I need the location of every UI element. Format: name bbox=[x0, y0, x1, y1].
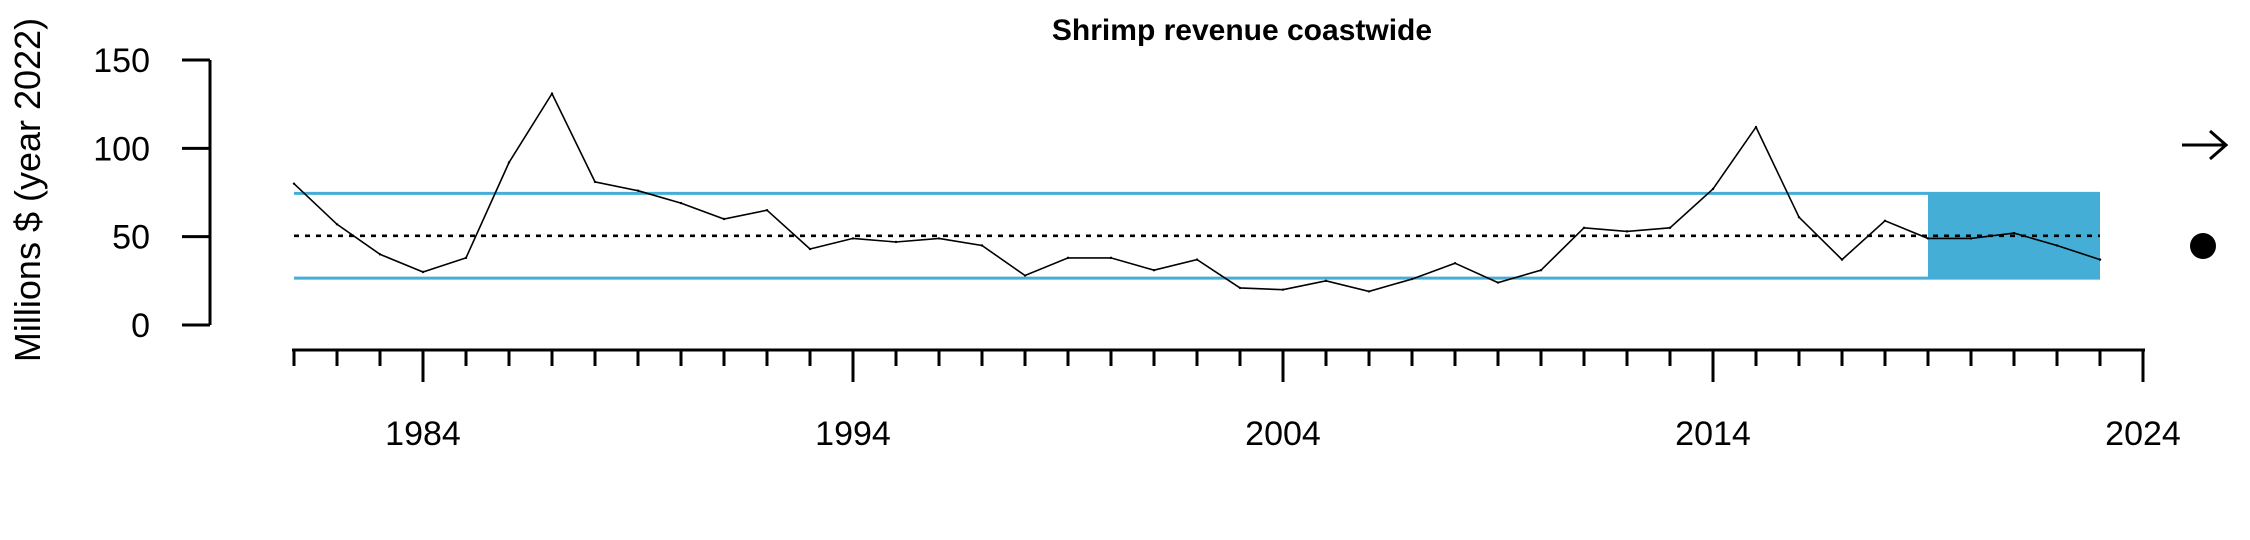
data-point-2020 bbox=[1969, 237, 1973, 240]
data-point-2011 bbox=[1582, 226, 1586, 230]
x-tick-label: 2014 bbox=[1675, 415, 1751, 453]
data-point-1987 bbox=[550, 92, 554, 95]
data-point-2013 bbox=[1668, 226, 1672, 230]
data-point-1997 bbox=[980, 244, 984, 247]
trend-arrow-icon bbox=[2182, 129, 2229, 161]
data-point-1998 bbox=[1023, 274, 1027, 277]
data-point-1984 bbox=[421, 270, 425, 274]
y-axis: 0 50 100 150 bbox=[93, 42, 212, 345]
data-point-2019 bbox=[1926, 237, 1930, 240]
y-tick-label: 50 bbox=[112, 219, 150, 257]
data-point-1994 bbox=[851, 237, 855, 240]
data-point-2001 bbox=[1152, 269, 1156, 272]
data-point-1992 bbox=[765, 208, 769, 212]
data-point-2017 bbox=[1840, 258, 1844, 261]
data-point-1986 bbox=[507, 161, 511, 164]
data-point-2022 bbox=[2055, 244, 2059, 247]
x-tick-label: 1994 bbox=[815, 415, 891, 453]
data-point-1993 bbox=[808, 247, 812, 251]
data-point-1988 bbox=[593, 180, 597, 184]
data-point-2021 bbox=[2012, 231, 2016, 235]
data-point-2007 bbox=[1410, 277, 1414, 281]
status-dot-icon bbox=[2190, 233, 2216, 259]
data-point-1996 bbox=[937, 237, 941, 240]
data-point-2012 bbox=[1625, 230, 1629, 233]
data-point-1989 bbox=[636, 189, 640, 192]
x-tick-label: 2004 bbox=[1245, 415, 1321, 453]
data-point-2014 bbox=[1711, 187, 1715, 191]
data-point-2009 bbox=[1496, 281, 1500, 284]
chart-title: Shrimp revenue coastwide bbox=[1052, 14, 1432, 47]
data-point-1999 bbox=[1066, 256, 1070, 260]
y-tick-label: 0 bbox=[131, 307, 150, 345]
data-point-2008 bbox=[1453, 261, 1457, 265]
data-point-1991 bbox=[722, 217, 726, 221]
y-axis-label: Millions $ (year 2022) bbox=[7, 18, 48, 362]
data-point-2000 bbox=[1109, 256, 1113, 260]
data-point-2018 bbox=[1883, 219, 1887, 222]
x-tick-label: 1984 bbox=[385, 415, 461, 453]
x-axis: 1984 1994 2004 2014 2024 bbox=[292, 348, 2181, 453]
data-point-1990 bbox=[679, 201, 683, 205]
data-point-1985 bbox=[464, 256, 468, 260]
data-point-2003 bbox=[1238, 286, 1242, 290]
data-point-2005 bbox=[1324, 279, 1328, 283]
data-point-2002 bbox=[1195, 258, 1199, 261]
data-point-1995 bbox=[894, 240, 898, 244]
y-tick-label: 150 bbox=[93, 42, 150, 80]
data-point-2015 bbox=[1754, 125, 1758, 129]
data-point-2023 bbox=[2098, 258, 2102, 261]
data-point-2010 bbox=[1539, 269, 1543, 272]
data-point-2016 bbox=[1797, 216, 1801, 219]
data-point-1981 bbox=[292, 182, 296, 185]
data-point-2004 bbox=[1281, 288, 1285, 291]
x-tick-label: 2024 bbox=[2105, 415, 2181, 453]
y-tick-label: 100 bbox=[93, 130, 150, 168]
data-points bbox=[292, 92, 2102, 293]
data-point-2006 bbox=[1367, 290, 1371, 293]
data-point-1983 bbox=[378, 253, 382, 256]
data-point-1982 bbox=[335, 223, 339, 226]
